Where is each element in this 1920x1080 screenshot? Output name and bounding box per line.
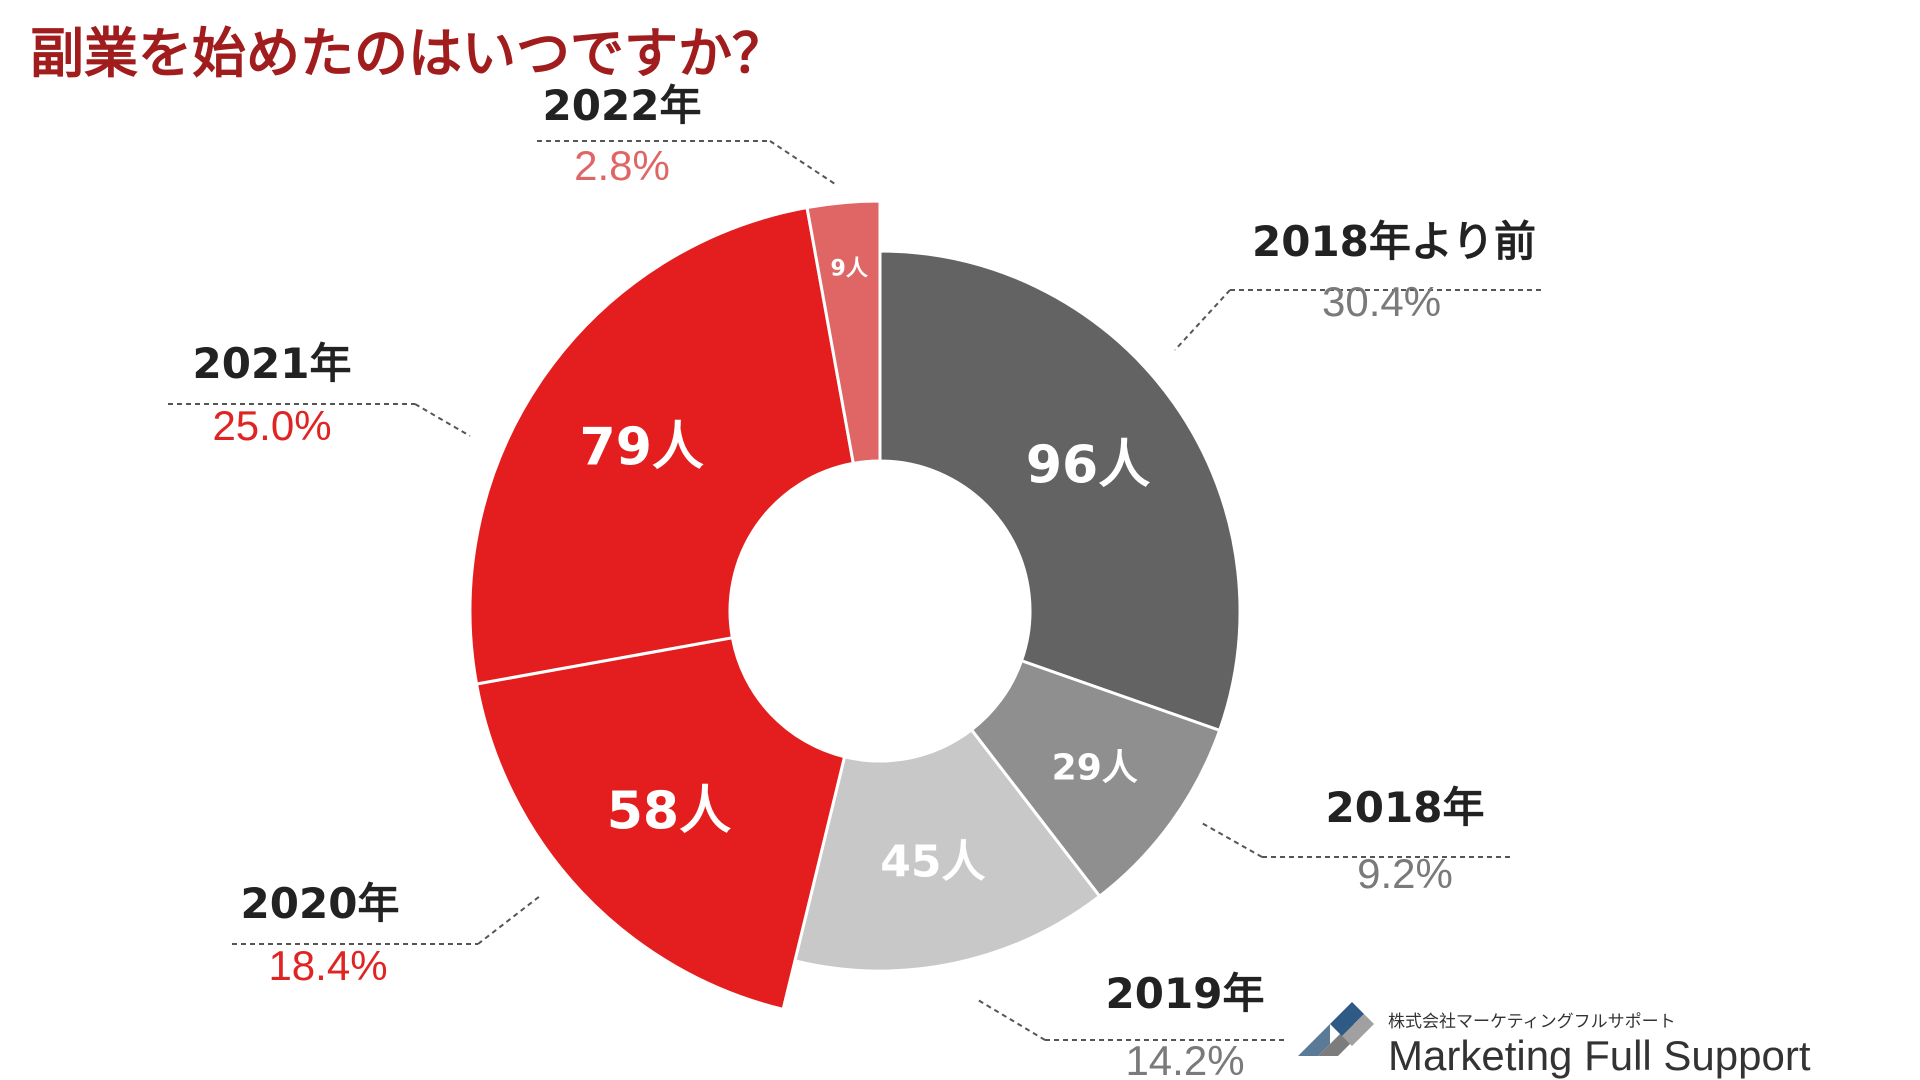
slice-count-label: 45人: [880, 836, 985, 887]
category-label: 2019年: [1106, 969, 1265, 1018]
leader-line: [1199, 821, 1263, 858]
percentage-label: 9.2%: [1357, 850, 1453, 897]
category-label: 2018年: [1326, 783, 1485, 832]
donut-slice: [468, 205, 856, 686]
logo-mark-icon: [1298, 1002, 1374, 1056]
slice-count-label: 96人: [1026, 435, 1150, 495]
percentage-label: 2.8%: [574, 142, 670, 189]
chart-title: 副業を始めたのはいつですか？: [30, 22, 786, 85]
donut-slice: [805, 199, 882, 466]
percentage-label: 25.0%: [212, 402, 331, 449]
category-label: 2021年: [193, 339, 352, 388]
leader-line: [977, 999, 1046, 1041]
percentage-label: 18.4%: [268, 942, 387, 989]
category-label: 2018年より前: [1252, 217, 1536, 266]
leader-line: [1174, 289, 1231, 351]
slice-count-label: 9人: [831, 256, 868, 281]
donut-slices: [468, 199, 1242, 1012]
percentage-label: 30.4%: [1322, 278, 1441, 325]
category-label: 2022年: [543, 81, 702, 130]
slice-count-labels: 96人 29人 45人 58人 79人 9人: [580, 256, 1151, 887]
logo-company-jp: 株式会社マーケティングフルサポート: [1388, 1012, 1676, 1032]
company-logo: 株式会社マーケティングフルサポート Marketing Full Support: [1298, 1002, 1811, 1079]
leader-line: [477, 895, 541, 945]
leader-line: [769, 140, 836, 185]
leader-line: [414, 403, 471, 437]
logo-company-en: Marketing Full Support: [1388, 1032, 1811, 1079]
donut-slice: [793, 727, 1102, 973]
slice-count-label: 58人: [607, 782, 731, 842]
leader-lines: [168, 140, 1542, 1041]
slice-count-label: 29人: [1052, 747, 1138, 788]
category-labels: 2018年より前 30.4% 2018年 9.2% 2019年 14.2% 2020年 18.…: [193, 81, 1537, 1080]
donut-slice: [969, 658, 1222, 899]
slice-count-label: 79人: [580, 417, 704, 477]
donut-slice: [474, 635, 847, 1012]
donut-slice: [878, 249, 1242, 733]
percentage-label: 14.2%: [1125, 1037, 1244, 1080]
category-label: 2020年: [241, 879, 400, 928]
